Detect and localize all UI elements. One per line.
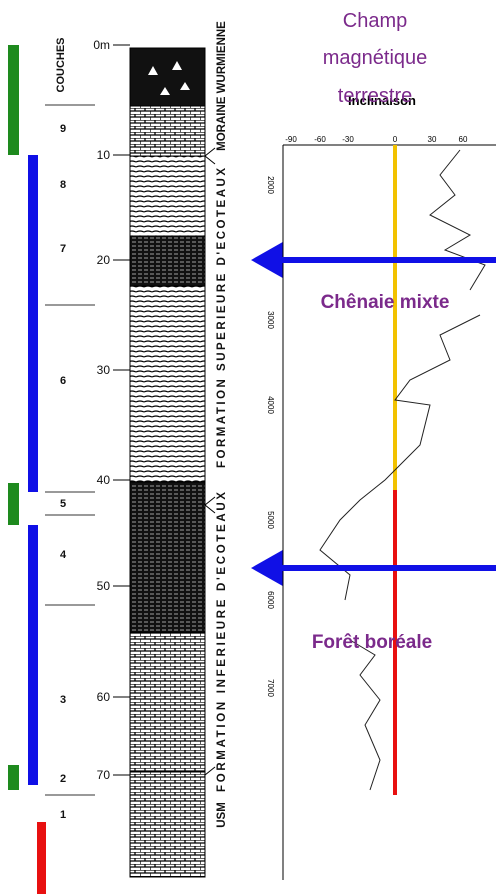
x-tick-label: -90 xyxy=(285,135,297,144)
inclination-plot xyxy=(283,145,496,880)
x-tick-label: 30 xyxy=(428,135,437,144)
x-tick-label: 60 xyxy=(459,135,468,144)
depth-label: 20 xyxy=(97,253,111,267)
formation-label: USM xyxy=(216,802,228,828)
plot-title: Champ xyxy=(343,10,407,32)
depth-label: 50 xyxy=(97,579,111,593)
y-tick-label: 2000 xyxy=(266,176,275,194)
y-tick-label: 4000 xyxy=(266,396,275,414)
depth-label: 60 xyxy=(97,690,111,704)
layer-number: 5 xyxy=(60,498,66,510)
layer-number: 9 xyxy=(60,123,66,135)
y-tick-label: 6000 xyxy=(266,591,275,609)
strat-column xyxy=(115,45,205,877)
zone-label: Forêt boréale xyxy=(312,632,432,653)
x-tick-label: -30 xyxy=(342,135,354,144)
x-tick-label: -60 xyxy=(314,135,326,144)
plot-title: magnétique xyxy=(323,47,428,69)
depth-label: 0m xyxy=(93,38,110,52)
figure: COUCHES Inclinaison Chênaie mixte Forêt … xyxy=(0,0,496,894)
layer-number: 1 xyxy=(60,809,66,821)
contacts xyxy=(205,148,215,775)
layer-bars xyxy=(8,45,46,894)
formation-label: FORMATION INFERIEURE D'ECOTEAUX xyxy=(216,492,228,792)
layer-number: 7 xyxy=(60,243,66,255)
y-tick-label: 3000 xyxy=(266,311,275,329)
layer-number: 3 xyxy=(60,694,66,706)
zone-label: Chênaie mixte xyxy=(321,292,450,313)
x-tick-label: 0 xyxy=(393,135,398,144)
depth-label: 40 xyxy=(97,473,111,487)
formation-label: MORAINE WURMIENNE xyxy=(216,21,228,151)
y-tick-label: 7000 xyxy=(266,679,275,697)
y-tick-label: 5000 xyxy=(266,511,275,529)
layer-lines xyxy=(45,105,95,795)
depth-label: 30 xyxy=(97,363,111,377)
layer-number: 4 xyxy=(60,549,67,561)
layer-number: 2 xyxy=(60,773,66,785)
couches-heading: COUCHES xyxy=(55,37,67,92)
plot-title: terrestre xyxy=(338,85,412,107)
layer-number: 6 xyxy=(60,375,66,387)
depth-label: 70 xyxy=(97,768,111,782)
formation-label: FORMATION SUPERIEURE D'ECOTEAUX xyxy=(216,168,228,468)
layer-number: 8 xyxy=(60,179,66,191)
depth-label: 10 xyxy=(97,148,111,162)
